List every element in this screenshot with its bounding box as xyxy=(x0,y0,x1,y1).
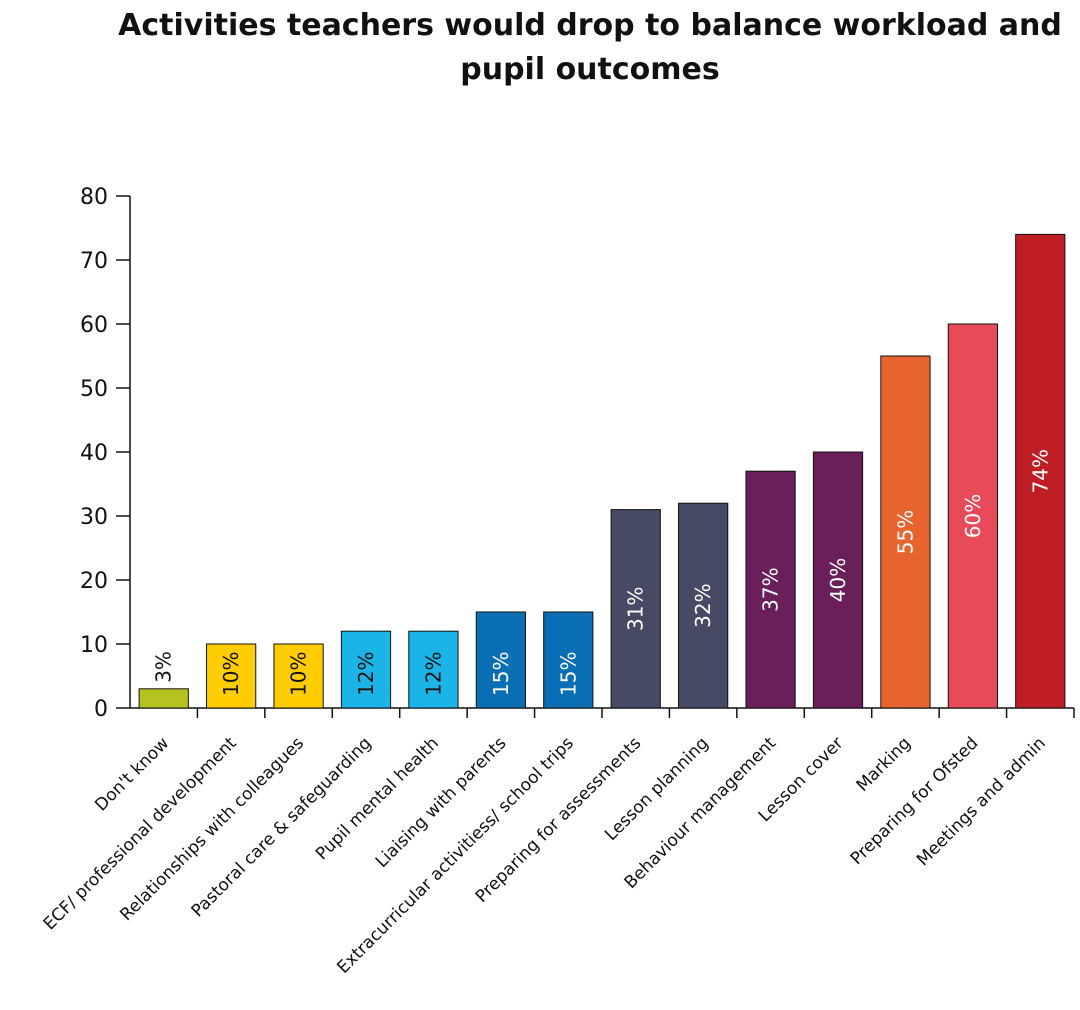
bar xyxy=(273,643,324,709)
bar xyxy=(947,323,998,709)
bar-data-label: 37% xyxy=(759,567,783,611)
bar-data-label: 31% xyxy=(624,587,648,631)
y-tick-label: 80 xyxy=(80,185,108,210)
category-label: Extracurricular activitiess/ school trip… xyxy=(333,733,577,977)
bar xyxy=(1015,233,1066,709)
bar-data-label: 40% xyxy=(826,558,850,602)
bar xyxy=(475,611,526,709)
y-tick-label: 0 xyxy=(94,697,108,722)
category-label: Meetings and admin xyxy=(913,733,1050,870)
bar-data-label: 12% xyxy=(354,652,378,696)
bar-data-label: 3% xyxy=(152,651,176,683)
y-tick-label: 20 xyxy=(80,569,108,594)
category-label: Preparing for Ofsted xyxy=(847,733,983,869)
bar xyxy=(610,509,661,709)
bars xyxy=(138,233,1066,709)
category-label: Pupil mental health xyxy=(312,733,443,864)
bar-data-label: 55% xyxy=(893,510,917,554)
bar xyxy=(880,355,931,709)
category-label: Marking xyxy=(853,733,915,795)
bar-data-label: 74% xyxy=(1028,449,1052,493)
bar-data-label: 60% xyxy=(961,494,985,538)
y-tick-label: 70 xyxy=(80,249,108,274)
bar-data-label: 12% xyxy=(421,652,445,696)
bar-data-label: 15% xyxy=(556,652,580,696)
bar xyxy=(340,630,392,709)
y-axis: 0 10 20 30 40 50 60 70 80 xyxy=(80,185,131,722)
y-tick-label: 10 xyxy=(80,633,108,658)
bar xyxy=(206,643,257,709)
bar xyxy=(745,470,796,709)
y-tick-label: 50 xyxy=(80,377,108,402)
chart-title: Activities teachers would drop to balanc… xyxy=(118,8,1062,87)
bar xyxy=(408,630,459,709)
bar-data-label: 15% xyxy=(489,652,513,696)
bar-data-label: 32% xyxy=(691,583,715,627)
bar-data-label: 10% xyxy=(219,652,243,696)
bar xyxy=(543,611,594,709)
y-tick-label: 30 xyxy=(80,505,108,530)
bar-labels: 3% 10% 10% 12% 12% 15% 15% 31% 32% 37% 40% 55% 60% 74… xyxy=(152,449,1053,696)
y-tick-label: 60 xyxy=(80,313,108,338)
bar xyxy=(812,451,864,709)
bar xyxy=(678,502,729,709)
bar-data-label: 10% xyxy=(287,652,311,696)
y-tick-label: 40 xyxy=(80,441,108,466)
x-axis xyxy=(130,707,1075,718)
bar xyxy=(138,688,189,709)
category-label: Liaising with parents xyxy=(372,733,511,872)
